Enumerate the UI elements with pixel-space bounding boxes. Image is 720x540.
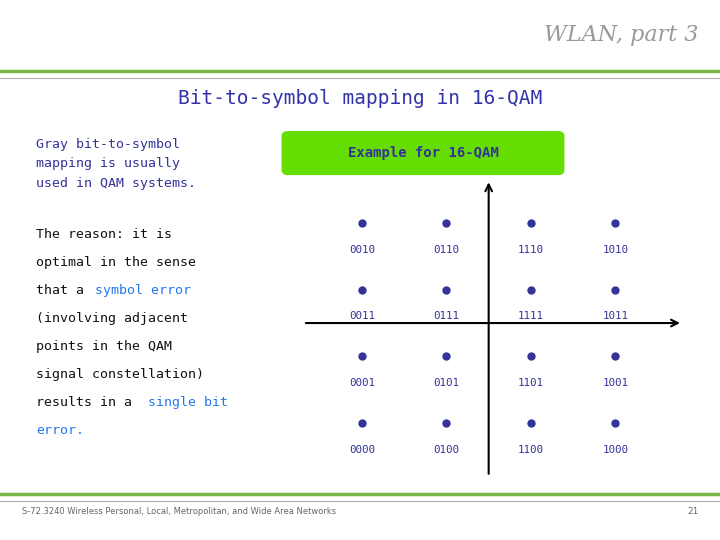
Text: S-72.3240 Wireless Personal, Local, Metropolitan, and Wide Area Networks: S-72.3240 Wireless Personal, Local, Metr…	[22, 507, 336, 516]
Text: 1010: 1010	[602, 245, 629, 254]
Text: 1001: 1001	[602, 378, 629, 388]
Text: Bit-to-symbol mapping in 16-QAM: Bit-to-symbol mapping in 16-QAM	[178, 89, 542, 108]
Text: 1110: 1110	[518, 245, 544, 254]
Text: The reason: it is: The reason: it is	[36, 228, 172, 241]
Text: single bit: single bit	[148, 396, 228, 409]
Text: 1000: 1000	[602, 445, 629, 455]
FancyBboxPatch shape	[282, 132, 564, 174]
Text: (involving adjacent: (involving adjacent	[36, 312, 188, 325]
Text: 21: 21	[687, 507, 698, 516]
Text: 0110: 0110	[433, 245, 459, 254]
Text: results in a: results in a	[36, 396, 140, 409]
Text: 0000: 0000	[349, 445, 375, 455]
Text: that a: that a	[36, 284, 92, 297]
Text: optimal in the sense: optimal in the sense	[36, 256, 196, 269]
Text: points in the QAM: points in the QAM	[36, 340, 172, 353]
Text: 1011: 1011	[602, 312, 629, 321]
Text: WLAN, part 3: WLAN, part 3	[544, 24, 698, 46]
Text: 0101: 0101	[433, 378, 459, 388]
Text: 0010: 0010	[349, 245, 375, 254]
Text: 0011: 0011	[349, 312, 375, 321]
Text: signal constellation): signal constellation)	[36, 368, 204, 381]
Text: 1100: 1100	[518, 445, 544, 455]
Text: 0001: 0001	[349, 378, 375, 388]
Text: error.: error.	[36, 424, 84, 437]
Text: Example for 16-QAM: Example for 16-QAM	[348, 146, 499, 160]
Text: 0111: 0111	[433, 312, 459, 321]
Text: 0100: 0100	[433, 445, 459, 455]
Text: 1111: 1111	[518, 312, 544, 321]
Text: 1101: 1101	[518, 378, 544, 388]
Text: symbol error: symbol error	[95, 284, 191, 297]
Text: Gray bit-to-symbol
mapping is usually
used in QAM systems.: Gray bit-to-symbol mapping is usually us…	[36, 138, 196, 190]
